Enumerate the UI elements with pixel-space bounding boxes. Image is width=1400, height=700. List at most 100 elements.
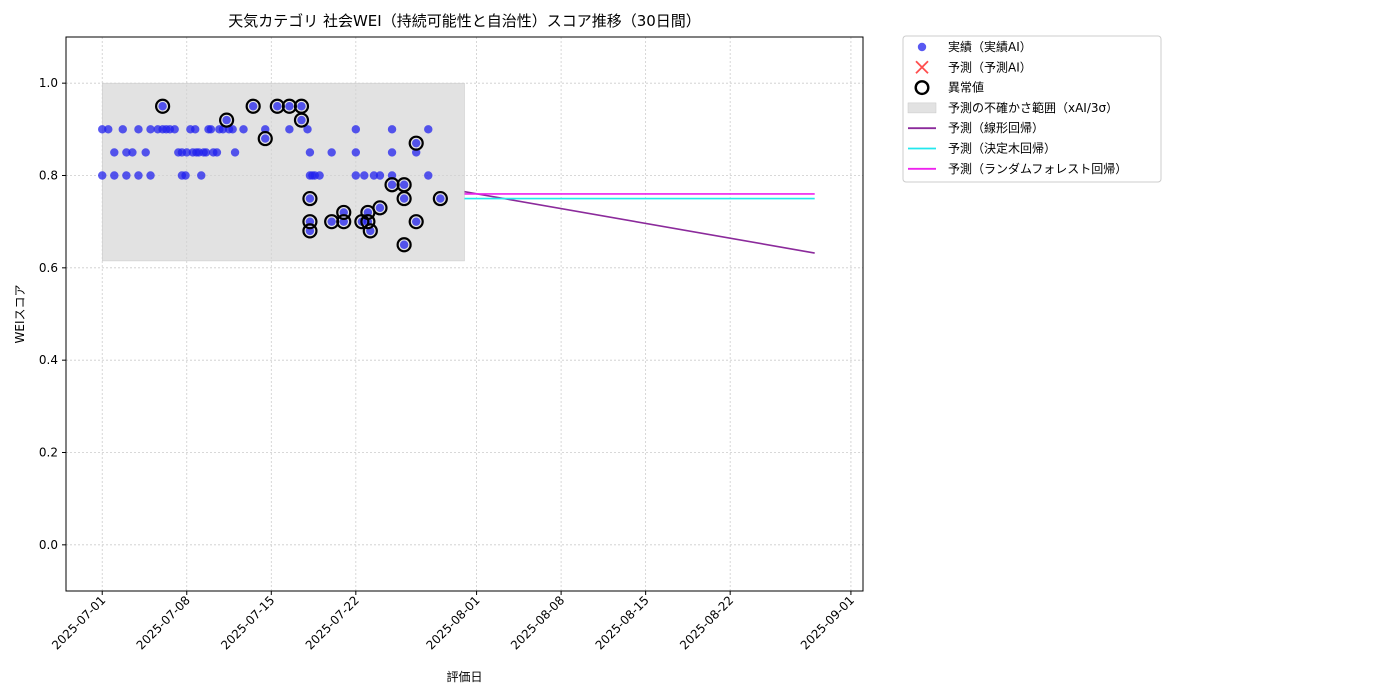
legend-label: 実績（実績AI） xyxy=(948,39,1032,54)
legend-marker-band xyxy=(907,102,937,114)
actual-point xyxy=(375,203,385,213)
actual-point xyxy=(134,125,143,134)
legend-box xyxy=(902,35,1162,183)
x-tick-label: 2025-07-15 xyxy=(218,593,277,652)
legend-label: 異常値 xyxy=(948,80,984,95)
anomaly-marker xyxy=(362,223,378,239)
y-axis-ticks: 0.0 0.2 0.4 0.6 0.8 1.0 xyxy=(39,76,66,552)
actual-point xyxy=(230,148,240,157)
x-tick-label: 2025-08-08 xyxy=(508,593,567,652)
actual-point xyxy=(134,171,143,180)
chart-title: 天気カテゴリ 社会WEI（持続可能性と自治性）スコア推移（30日間） xyxy=(228,12,701,30)
actual-point xyxy=(122,171,131,180)
actual-point xyxy=(399,240,409,249)
forecast-line xyxy=(464,190,815,254)
x-axis-label: 評価日 xyxy=(446,669,482,684)
actual-point xyxy=(305,148,315,157)
actual-point xyxy=(351,148,361,157)
anomaly-marker xyxy=(302,190,318,207)
y-tick-label: 0.0 xyxy=(39,538,58,552)
anomaly-marker xyxy=(432,190,448,207)
anomaly-marker xyxy=(408,214,424,230)
anomaly-marker xyxy=(408,135,424,151)
anomaly-marker xyxy=(360,214,376,230)
x-tick-label: 2025-08-15 xyxy=(593,593,652,652)
actual-point xyxy=(399,180,409,189)
x-tick-label: 2025-07-01 xyxy=(49,593,108,652)
x-axis-ticks: 2025-07-01 2025-07-08 2025-07-15 2025-07-22… xyxy=(49,591,857,652)
anomaly-marker xyxy=(257,130,273,147)
actual-point xyxy=(122,148,131,157)
actual-point xyxy=(248,102,258,111)
actual-point xyxy=(305,194,315,203)
legend-label: 予測（ランダムフォレスト回帰） xyxy=(948,161,1127,176)
actual-point xyxy=(436,194,445,203)
actual-point xyxy=(399,194,409,203)
actual-point xyxy=(212,148,222,157)
forecast-lines-layer xyxy=(464,190,815,254)
actual-point xyxy=(146,125,155,134)
actual-point xyxy=(222,115,231,125)
x-tick-label: 2025-07-22 xyxy=(303,593,362,652)
actual-point xyxy=(315,171,324,180)
actual-point xyxy=(104,125,113,134)
actual-point xyxy=(118,125,127,134)
actual-point xyxy=(285,125,294,134)
actual-point xyxy=(369,171,379,180)
anomaly-marker xyxy=(302,214,318,230)
anomaly-marker xyxy=(336,214,352,230)
anomaly-marker xyxy=(372,200,388,216)
actual-point xyxy=(424,125,433,134)
actual-point xyxy=(411,138,421,148)
plot-frame xyxy=(65,36,864,592)
actual-point xyxy=(206,125,216,134)
actual-point xyxy=(158,102,167,111)
anomaly-marker xyxy=(336,204,352,221)
y-tick-label: 1.0 xyxy=(39,76,58,90)
x-tick-label: 2025-07-08 xyxy=(134,593,193,652)
legend-marker-predicted xyxy=(915,60,929,74)
actual-point xyxy=(98,171,107,180)
anomaly-marker xyxy=(155,98,171,114)
x-tick-label: 2025-08-22 xyxy=(677,593,736,652)
legend-label: 予測（予測AI） xyxy=(948,60,1032,74)
actual-point xyxy=(327,217,336,226)
actual-point xyxy=(141,148,150,157)
y-tick-label: 0.4 xyxy=(39,353,58,367)
actual-point xyxy=(387,180,397,189)
x-tick-label: 2025-08-01 xyxy=(423,593,482,652)
legend-label: 予測の不確かさ範囲（xAI/3σ） xyxy=(948,100,1118,115)
legend-marker-actual xyxy=(917,42,927,52)
actual-point xyxy=(239,125,248,134)
anomaly-marker xyxy=(245,98,261,114)
actual-point xyxy=(110,171,119,180)
x-tick-label: 2025-09-01 xyxy=(798,593,857,652)
actual-point xyxy=(285,102,294,111)
actual-point xyxy=(146,171,155,180)
anomaly-marker xyxy=(396,177,412,193)
actual-point xyxy=(261,134,270,143)
actual-point xyxy=(303,125,312,134)
anomaly-marker xyxy=(396,237,412,253)
actual-point xyxy=(128,148,137,157)
actual-point xyxy=(228,125,237,134)
y-tick-label: 0.6 xyxy=(39,261,58,275)
actual-point xyxy=(273,102,282,111)
actual-point xyxy=(387,125,397,134)
y-axis-label: WEIスコア xyxy=(13,285,27,344)
actual-point xyxy=(360,171,369,180)
y-tick-label: 0.2 xyxy=(39,446,58,460)
actual-point xyxy=(387,148,397,157)
anomaly-marker xyxy=(302,223,318,239)
actual-point xyxy=(181,171,190,180)
legend-marker-anomaly xyxy=(914,80,930,96)
actual-point xyxy=(351,171,361,180)
actual-point xyxy=(197,171,206,180)
actual-point xyxy=(191,125,200,134)
legend-label: 予測（決定木回帰） xyxy=(948,141,1056,156)
actual-point xyxy=(170,125,179,134)
actual-point xyxy=(327,148,336,157)
legend-label: 予測（線形回帰） xyxy=(948,120,1044,135)
